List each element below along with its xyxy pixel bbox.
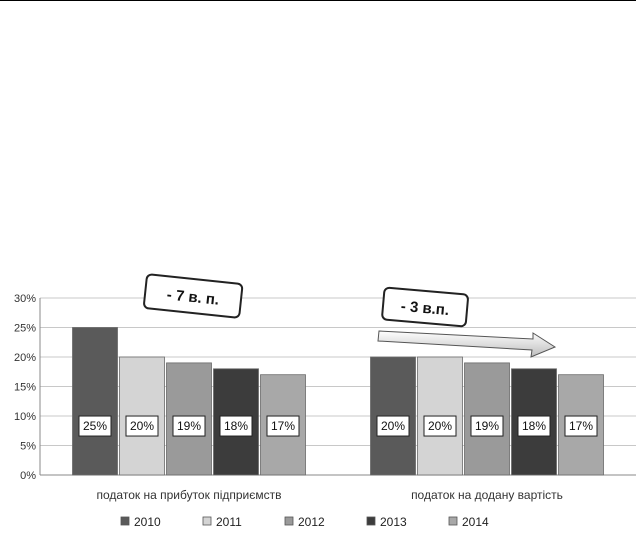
legend-swatch — [284, 516, 294, 526]
legend-label: 2012 — [298, 515, 325, 529]
data-label-box — [78, 415, 112, 437]
data-label-box — [423, 415, 457, 437]
legend-swatch — [120, 516, 130, 526]
legend-swatch — [202, 516, 212, 526]
data-label-box — [172, 415, 206, 437]
data-label: 20% — [381, 419, 405, 433]
top-rule — [0, 0, 636, 1]
bar — [72, 327, 118, 476]
legend-swatch — [366, 516, 376, 526]
annotations: - 7 в. п. - 3 в.п. — [143, 273, 557, 358]
legend-swatch — [448, 516, 458, 526]
annotation-text: - 3 в.п. — [400, 298, 450, 319]
annotation-text: - 7 в. п. — [166, 286, 220, 308]
data-label-box — [470, 415, 504, 437]
y-tick-label: 0% — [20, 470, 36, 482]
annotation-box — [381, 286, 469, 328]
y-tick-label: 5% — [20, 441, 36, 453]
y-tick-label: 15% — [14, 382, 36, 394]
data-label: 18% — [522, 419, 546, 433]
data-label-box — [266, 415, 300, 437]
legend-label: 2010 — [134, 515, 161, 529]
trend-arrow — [377, 330, 557, 358]
annotation-callout: - 3 в.п. — [381, 286, 469, 328]
category-label: податок на додану вартість — [411, 488, 563, 502]
annotation-callout: - 7 в. п. — [143, 273, 244, 319]
data-label: 20% — [428, 419, 452, 433]
data-label: 25% — [83, 419, 107, 433]
y-tick-label: 30% — [14, 293, 36, 305]
data-label: 17% — [569, 419, 593, 433]
legend-label: 2011 — [216, 515, 242, 529]
y-tick-label: 20% — [14, 352, 36, 364]
y-tick-label: 25% — [14, 323, 36, 335]
category-label: податок на прибуток підприємств — [97, 488, 282, 502]
y-tick-label: 10% — [14, 411, 36, 423]
category-labels: податок на прибуток підприємств податок н… — [97, 488, 563, 502]
data-label: 19% — [177, 419, 201, 433]
legend-label: 2013 — [380, 515, 407, 529]
data-label-box — [517, 415, 551, 437]
data-labels: 25% 20% 19% 18% 17% 20% 20% 19% 18% 17% — [78, 415, 598, 437]
data-label-box — [376, 415, 410, 437]
data-label: 17% — [271, 419, 295, 433]
data-label-box — [125, 415, 159, 437]
data-label-box — [219, 415, 253, 437]
data-label: 19% — [475, 419, 499, 433]
data-label: 20% — [130, 419, 154, 433]
legend: 2010 2011 2012 2013 2014 — [120, 515, 489, 529]
data-label: 18% — [224, 419, 248, 433]
legend-label: 2014 — [462, 515, 489, 529]
data-label-box — [564, 415, 598, 437]
annotation-box — [143, 273, 244, 319]
